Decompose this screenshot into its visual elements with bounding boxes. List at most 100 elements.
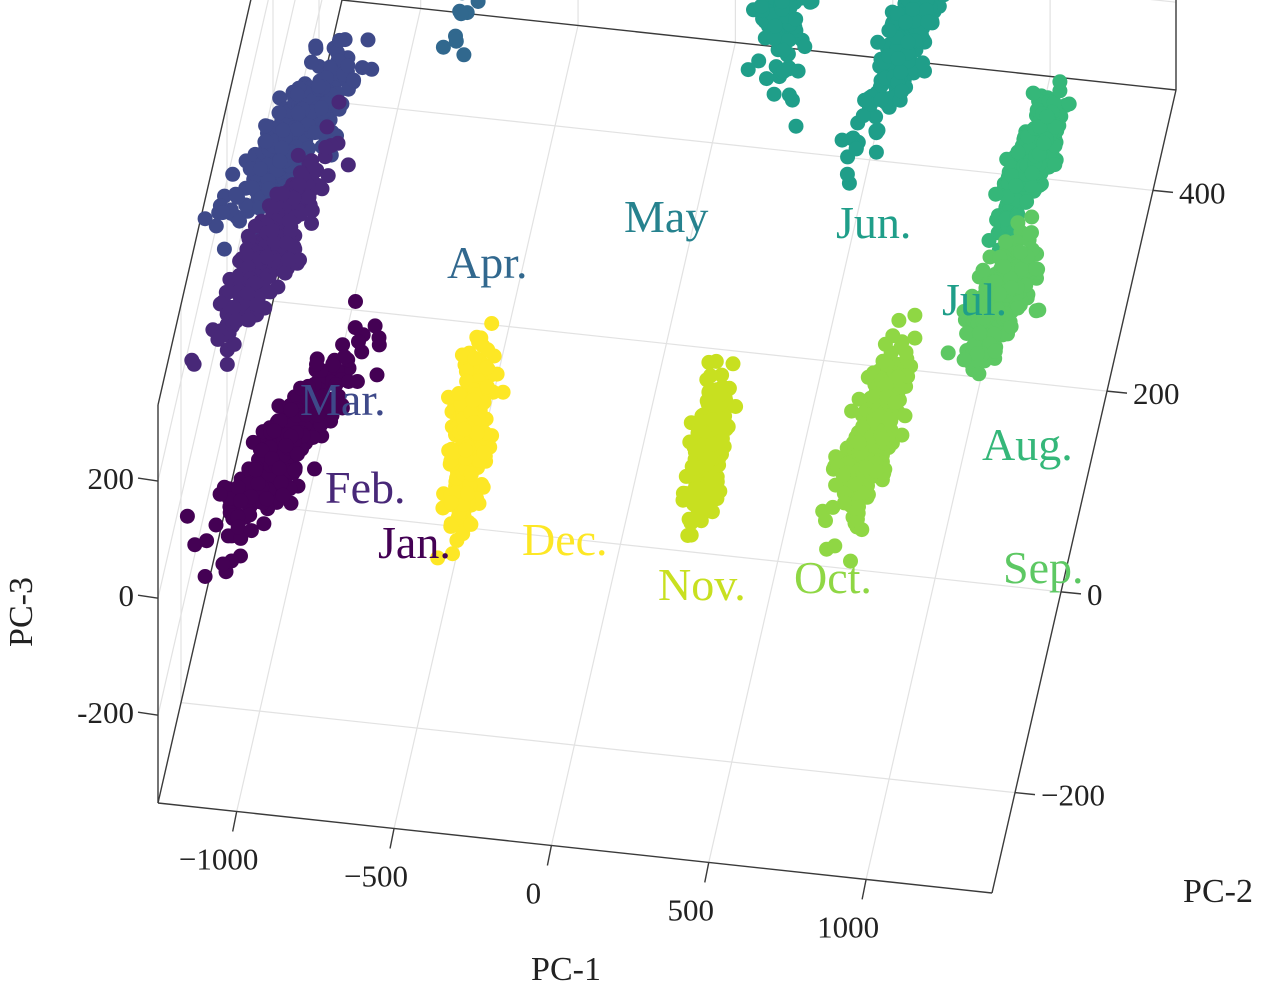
- data-point: [258, 133, 274, 149]
- data-point: [868, 109, 884, 125]
- data-point: [210, 331, 226, 347]
- x-tick-label: 500: [668, 892, 715, 927]
- data-point: [186, 356, 202, 372]
- data-point: [197, 569, 213, 584]
- data-point: [873, 92, 889, 108]
- data-point: [304, 54, 319, 70]
- data-point: [1025, 85, 1041, 101]
- data-point: [818, 513, 833, 529]
- data-point: [867, 389, 883, 405]
- data-point: [239, 247, 255, 262]
- data-point: [890, 369, 906, 385]
- data-point: [969, 346, 985, 362]
- data-point: [956, 304, 972, 319]
- data-point: [225, 166, 241, 182]
- data-point: [887, 394, 903, 410]
- data-point: [996, 259, 1012, 274]
- data-point: [920, 14, 936, 30]
- data-point: [1008, 178, 1024, 194]
- cluster-label: Sep.: [1003, 542, 1084, 593]
- z-tick-label: 0: [119, 578, 135, 613]
- data-point: [448, 33, 464, 49]
- data-point: [228, 186, 244, 202]
- data-point: [894, 334, 910, 350]
- cluster-label: Jun.: [836, 197, 911, 248]
- data-point: [458, 442, 473, 458]
- data-point: [219, 356, 235, 372]
- data-point: [228, 313, 244, 329]
- data-point: [753, 0, 769, 14]
- data-point: [323, 403, 339, 419]
- data-point: [708, 398, 724, 414]
- z-tick: [137, 477, 159, 482]
- data-point: [290, 446, 305, 462]
- data-point: [999, 189, 1015, 205]
- x-tick: [861, 879, 867, 900]
- data-point: [975, 262, 991, 278]
- data-point: [275, 186, 291, 202]
- data-point: [443, 518, 459, 534]
- axes-box: [157, 0, 1177, 894]
- data-point: [714, 367, 730, 383]
- data-point: [956, 352, 972, 368]
- data-point: [360, 32, 376, 48]
- y-tick-label: 400: [1179, 175, 1226, 210]
- data-point: [304, 215, 319, 231]
- data-point: [197, 211, 213, 227]
- data-point: [286, 190, 302, 206]
- data-point: [271, 398, 287, 414]
- data-point: [784, 92, 800, 108]
- data-point: [1061, 96, 1077, 112]
- data-point: [290, 105, 306, 121]
- data-point: [469, 425, 485, 441]
- axis-edge: [157, 802, 993, 894]
- data-point: [216, 241, 232, 257]
- data-point: [776, 63, 792, 79]
- data-point: [971, 298, 987, 314]
- data-point: [271, 105, 287, 121]
- data-point: [959, 326, 975, 341]
- data-point: [858, 460, 874, 476]
- data-point: [451, 386, 467, 401]
- data-point: [855, 108, 871, 124]
- data-point: [465, 392, 481, 408]
- data-point: [271, 460, 287, 476]
- data-point: [367, 318, 383, 334]
- series-oct: [815, 307, 923, 569]
- data-point: [371, 330, 387, 346]
- data-point: [232, 213, 247, 229]
- data-point: [463, 516, 479, 532]
- series-aug: [981, 74, 1077, 258]
- series-feb: [184, 94, 356, 372]
- data-point: [456, 47, 472, 63]
- data-point: [259, 491, 275, 507]
- data-point: [290, 86, 305, 102]
- data-point: [835, 467, 851, 483]
- data-point: [309, 356, 324, 372]
- data-point: [1003, 319, 1019, 335]
- data-point: [463, 466, 479, 482]
- data-point: [725, 356, 741, 372]
- data-point: [870, 122, 886, 138]
- data-point: [918, 2, 934, 18]
- series-jun: [740, 0, 820, 134]
- data-point: [298, 407, 314, 423]
- data-point: [897, 408, 913, 424]
- data-point: [860, 369, 876, 385]
- data-point: [1003, 280, 1019, 296]
- data-point: [319, 119, 335, 135]
- data-point: [940, 345, 956, 361]
- axis-ticks: −1000 −500 0 500 1000 −200 0 200 400 -200 0 200: [77, 175, 1225, 944]
- data-point: [1047, 157, 1063, 173]
- grid-line: [550, 42, 736, 846]
- data-point: [179, 508, 195, 524]
- data-point: [351, 334, 366, 350]
- data-point: [242, 507, 258, 523]
- data-point: [1052, 74, 1068, 90]
- data-point: [230, 479, 246, 495]
- data-point: [335, 337, 351, 353]
- data-point: [1010, 215, 1026, 231]
- data-point: [453, 6, 469, 22]
- data-point: [740, 62, 756, 78]
- data-point: [1021, 226, 1037, 242]
